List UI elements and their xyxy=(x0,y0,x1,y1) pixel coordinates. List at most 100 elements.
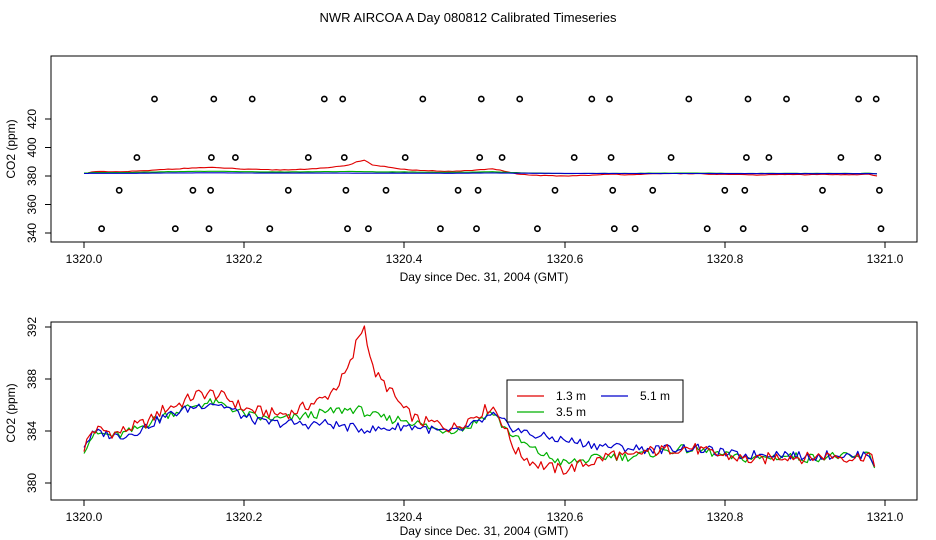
calibration-point xyxy=(477,95,485,103)
legend-box xyxy=(506,379,684,423)
top-calibration-points xyxy=(98,95,885,233)
calibration-point xyxy=(340,154,348,161)
calibration-point xyxy=(551,186,559,194)
bottom-panel: 1320.0 1320.2 1320.4 1320.6 1320.8 1321.… xyxy=(4,317,918,538)
calibration-point xyxy=(171,225,179,233)
top-panel: 1320.0 1320.2 1320.4 1320.6 1320.8 1321.… xyxy=(4,55,918,284)
calibration-point xyxy=(801,225,809,233)
top-plot-frame xyxy=(50,55,918,243)
legend: 1.3 m 3.5 m 5.1 m xyxy=(506,379,684,423)
calibration-point xyxy=(210,95,218,103)
calibration-point xyxy=(476,154,484,161)
calibration-point xyxy=(609,186,617,194)
calibration-point xyxy=(436,225,444,233)
bottom-series-line-1-3-m xyxy=(83,325,876,475)
top-y-axis-label: CO2 (ppm) xyxy=(4,119,18,178)
legend-label-5-1m: 5.1 m xyxy=(640,389,670,403)
top-x-tick-label: 1320.2 xyxy=(226,252,263,266)
top-x-tick-label: 1321.0 xyxy=(867,252,904,266)
calibration-point xyxy=(570,154,578,161)
top-x-axis-label: Day since Dec. 31, 2004 (GMT) xyxy=(400,270,569,284)
calibration-point xyxy=(741,186,749,194)
bottom-x-tick-label: 1320.8 xyxy=(707,510,744,524)
calibration-point xyxy=(534,225,541,233)
bottom-x-axis-label: Day since Dec. 31, 2004 (GMT) xyxy=(400,524,569,538)
top-x-tick-label: 1320.6 xyxy=(547,252,584,266)
calibration-point xyxy=(151,95,158,103)
top-x-tick-label: 1320.4 xyxy=(386,252,423,266)
calibration-point xyxy=(115,186,123,194)
calibration-point xyxy=(516,95,524,103)
calibration-point xyxy=(876,186,883,194)
top-y-tick-label: 400 xyxy=(25,137,39,157)
calibration-point xyxy=(837,154,845,161)
calibration-point xyxy=(401,154,409,161)
top-y-tick-label: 420 xyxy=(25,109,39,129)
calibration-point xyxy=(133,154,141,161)
calibration-point xyxy=(667,154,675,161)
top-y-axis: 340 360 380 400 420 xyxy=(25,109,52,243)
top-y-tick-label: 380 xyxy=(25,166,39,186)
top-x-axis: 1320.0 1320.2 1320.4 1320.6 1320.8 1321.… xyxy=(66,241,904,266)
calibration-point xyxy=(304,154,312,161)
bottom-x-tick-label: 1320.6 xyxy=(547,510,584,524)
calibration-point xyxy=(98,225,105,233)
bottom-y-tick-label: 392 xyxy=(25,317,39,337)
calibration-point xyxy=(474,186,482,194)
bottom-series-group xyxy=(83,325,876,475)
bottom-x-tick-label: 1320.4 xyxy=(386,510,423,524)
calibration-point xyxy=(454,186,462,194)
calibration-point xyxy=(631,225,639,233)
calibration-point xyxy=(382,186,390,194)
calibration-point xyxy=(498,154,506,161)
calibration-point xyxy=(266,225,274,233)
calibration-point xyxy=(344,225,351,233)
top-series-line-5-1-m xyxy=(83,172,878,175)
calibration-point xyxy=(205,225,213,233)
top-x-tick-label: 1320.0 xyxy=(66,252,103,266)
calibration-point xyxy=(874,154,882,161)
calibration-point xyxy=(610,225,618,233)
calibration-point xyxy=(207,154,215,161)
top-series-line-1-3-m xyxy=(83,159,878,177)
calibration-point xyxy=(607,154,615,161)
bottom-y-tick-label: 388 xyxy=(25,369,39,389)
calibration-point xyxy=(419,95,427,103)
bottom-x-tick-label: 1320.0 xyxy=(66,510,103,524)
bottom-y-axis: 380 384 388 392 xyxy=(25,317,52,493)
figure-title: NWR AIRCOA A Day 080812 Calibrated Times… xyxy=(320,10,617,25)
calibration-point xyxy=(342,186,350,194)
calibration-point xyxy=(739,225,747,233)
bottom-y-tick-label: 384 xyxy=(25,421,39,441)
calibration-point xyxy=(744,95,752,103)
top-y-tick-label: 340 xyxy=(25,223,39,243)
bottom-y-tick-label: 380 xyxy=(25,473,39,493)
calibration-point xyxy=(588,95,596,103)
calibration-point xyxy=(364,225,372,233)
top-y-tick-label: 360 xyxy=(25,194,39,214)
legend-label-1-3m: 1.3 m xyxy=(556,389,586,403)
legend-label-3-5m: 3.5 m xyxy=(556,405,586,419)
calibration-point xyxy=(765,154,773,161)
calibration-point xyxy=(248,95,256,103)
calibration-point xyxy=(743,154,750,161)
calibration-point xyxy=(473,225,480,233)
calibration-point xyxy=(284,186,292,194)
bottom-x-axis: 1320.0 1320.2 1320.4 1320.6 1320.8 1321.… xyxy=(66,499,904,524)
calibration-point xyxy=(606,95,613,103)
bottom-y-axis-label: CO2 (ppm) xyxy=(4,383,18,442)
calibration-point xyxy=(877,225,885,233)
calibration-point xyxy=(855,95,862,103)
calibration-point xyxy=(339,95,347,103)
calibration-point xyxy=(649,186,657,194)
calibration-point xyxy=(819,186,826,194)
calibration-point xyxy=(872,95,880,103)
calibration-point xyxy=(721,186,729,194)
calibration-point xyxy=(703,225,711,233)
bottom-x-tick-label: 1320.2 xyxy=(226,510,263,524)
calibration-point xyxy=(685,95,693,103)
top-series-group xyxy=(83,159,878,177)
calibration-point xyxy=(320,95,328,103)
calibration-point xyxy=(231,154,239,161)
